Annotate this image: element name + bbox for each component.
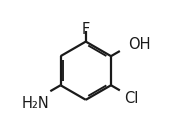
Text: H₂N: H₂N [21, 96, 49, 111]
Text: Cl: Cl [125, 91, 139, 106]
Text: OH: OH [128, 37, 151, 52]
Text: F: F [82, 22, 90, 37]
